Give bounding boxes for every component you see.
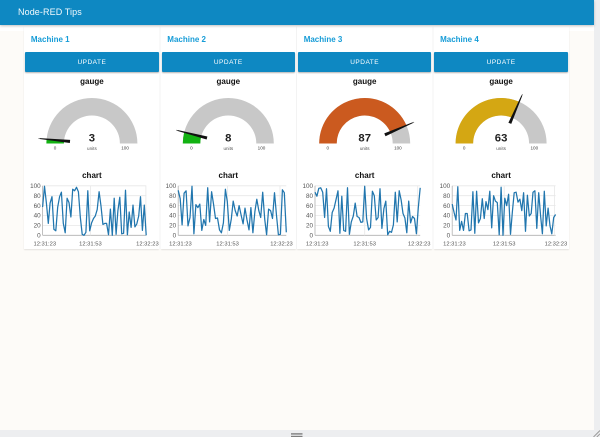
- svg-text:40: 40: [169, 213, 177, 220]
- svg-text:12:32:23: 12:32:23: [545, 241, 568, 247]
- svg-text:100: 100: [30, 183, 41, 190]
- svg-text:40: 40: [306, 213, 314, 220]
- svg-text:0: 0: [463, 145, 466, 150]
- svg-text:87: 87: [358, 133, 371, 145]
- svg-text:0: 0: [190, 145, 193, 150]
- svg-text:12:31:53: 12:31:53: [353, 241, 376, 247]
- svg-text:units: units: [223, 146, 233, 151]
- svg-text:0: 0: [54, 145, 57, 150]
- svg-text:100: 100: [530, 145, 538, 150]
- svg-text:80: 80: [306, 193, 314, 200]
- svg-text:20: 20: [169, 223, 177, 230]
- svg-text:12:32:23: 12:32:23: [270, 241, 293, 247]
- svg-text:60: 60: [306, 203, 314, 210]
- svg-text:40: 40: [34, 213, 42, 220]
- svg-text:12:31:23: 12:31:23: [443, 241, 466, 247]
- svg-text:100: 100: [302, 183, 313, 190]
- svg-text:63: 63: [495, 133, 508, 145]
- svg-text:12:32:23: 12:32:23: [136, 241, 159, 247]
- svg-text:0: 0: [309, 233, 313, 240]
- svg-text:8: 8: [225, 133, 231, 145]
- svg-text:20: 20: [443, 223, 451, 230]
- svg-text:20: 20: [306, 223, 314, 230]
- svg-text:80: 80: [34, 193, 42, 200]
- svg-text:12:31:23: 12:31:23: [34, 241, 57, 247]
- svg-text:12:31:53: 12:31:53: [493, 241, 516, 247]
- svg-text:60: 60: [34, 203, 42, 210]
- svg-text:100: 100: [394, 145, 402, 150]
- svg-text:100: 100: [166, 183, 177, 190]
- svg-text:60: 60: [443, 203, 451, 210]
- svg-text:0: 0: [173, 233, 177, 240]
- svg-text:12:31:53: 12:31:53: [79, 241, 102, 247]
- svg-text:80: 80: [169, 193, 177, 200]
- svg-text:0: 0: [447, 233, 451, 240]
- svg-text:100: 100: [121, 145, 129, 150]
- svg-text:units: units: [360, 146, 370, 151]
- svg-text:20: 20: [34, 223, 42, 230]
- svg-text:units: units: [87, 146, 97, 151]
- svg-text:3: 3: [89, 133, 95, 145]
- svg-text:100: 100: [258, 145, 266, 150]
- svg-text:0: 0: [327, 145, 330, 150]
- svg-text:60: 60: [169, 203, 177, 210]
- svg-text:80: 80: [443, 193, 451, 200]
- svg-text:40: 40: [443, 213, 451, 220]
- svg-text:units: units: [496, 146, 506, 151]
- svg-text:12:31:23: 12:31:23: [306, 241, 329, 247]
- svg-text:100: 100: [440, 183, 451, 190]
- svg-text:12:31:23: 12:31:23: [169, 241, 192, 247]
- svg-text:12:31:53: 12:31:53: [216, 241, 239, 247]
- svg-text:0: 0: [37, 233, 41, 240]
- svg-text:12:32:23: 12:32:23: [408, 241, 431, 247]
